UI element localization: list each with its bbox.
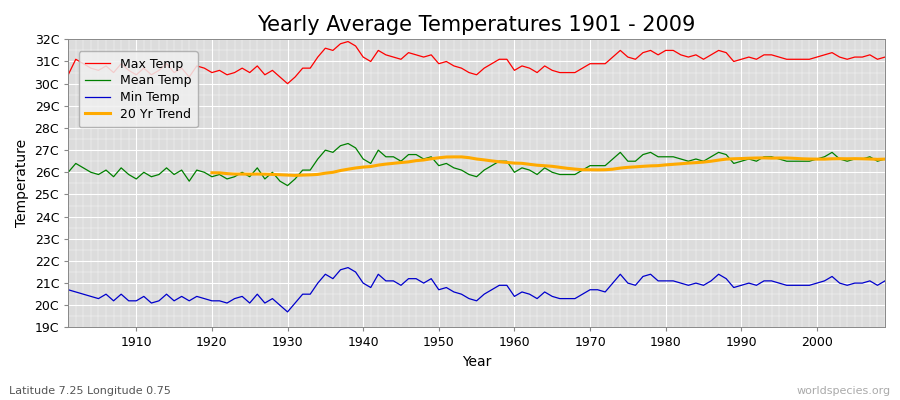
Min Temp <box>615 272 626 277</box>
Line: Min Temp: Min Temp <box>68 268 885 312</box>
Mean Temp <box>879 156 890 161</box>
Max Temp <box>282 81 292 86</box>
Legend: Max Temp, Mean Temp, Min Temp, 20 Yr Trend: Max Temp, Mean Temp, Min Temp, 20 Yr Tre… <box>78 51 197 127</box>
20 Yr Trend <box>865 156 876 161</box>
Max Temp <box>343 39 354 44</box>
Max Temp <box>297 66 308 70</box>
Mean Temp <box>282 183 292 188</box>
Max Temp <box>615 48 626 53</box>
Max Temp <box>63 72 74 77</box>
Max Temp <box>879 55 890 60</box>
X-axis label: Year: Year <box>462 355 491 369</box>
Min Temp <box>524 292 535 296</box>
Line: 20 Yr Trend: 20 Yr Trend <box>212 157 885 175</box>
Text: worldspecies.org: worldspecies.org <box>796 386 891 396</box>
20 Yr Trend <box>448 154 459 159</box>
Max Temp <box>517 64 527 68</box>
Mean Temp <box>517 166 527 170</box>
Min Temp <box>123 298 134 303</box>
Mean Temp <box>343 141 354 146</box>
Min Temp <box>350 270 361 274</box>
Title: Yearly Average Temperatures 1901 - 2009: Yearly Average Temperatures 1901 - 2009 <box>257 15 696 35</box>
Mean Temp <box>350 146 361 150</box>
Min Temp <box>879 278 890 283</box>
20 Yr Trend <box>305 172 316 177</box>
Mean Temp <box>524 168 535 172</box>
20 Yr Trend <box>206 170 217 175</box>
20 Yr Trend <box>690 160 701 165</box>
20 Yr Trend <box>418 158 429 162</box>
Min Temp <box>282 310 292 314</box>
Text: Latitude 7.25 Longitude 0.75: Latitude 7.25 Longitude 0.75 <box>9 386 171 396</box>
20 Yr Trend <box>290 173 301 178</box>
20 Yr Trend <box>879 157 890 162</box>
Max Temp <box>524 66 535 70</box>
20 Yr Trend <box>781 156 792 160</box>
Y-axis label: Temperature: Temperature <box>15 139 29 228</box>
20 Yr Trend <box>796 156 807 161</box>
Mean Temp <box>63 170 74 175</box>
Mean Temp <box>615 150 626 155</box>
Min Temp <box>297 292 308 296</box>
Line: Max Temp: Max Temp <box>68 42 885 84</box>
Line: Mean Temp: Mean Temp <box>68 144 885 186</box>
Max Temp <box>123 68 134 73</box>
Min Temp <box>63 287 74 292</box>
Min Temp <box>517 290 527 294</box>
Max Temp <box>350 44 361 48</box>
Mean Temp <box>297 168 308 172</box>
Mean Temp <box>123 172 134 177</box>
Min Temp <box>343 265 354 270</box>
